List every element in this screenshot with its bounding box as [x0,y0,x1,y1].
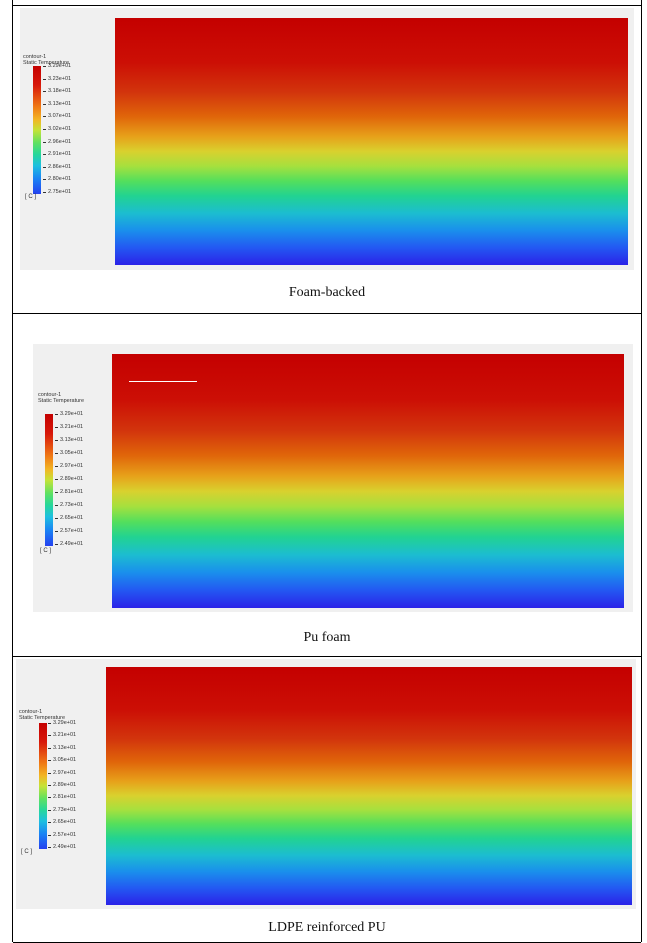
legend-tick: 2.80e+01 [42,176,72,183]
legend-tick: 2.81e+01 [54,489,84,495]
panel-pu-foam: contour-1 Static Temperature 3.29e+01 3.… [13,313,641,657]
legend-tick: 3.23e+01 [42,75,72,82]
legend-tick: 2.73e+01 [54,502,84,508]
legend-tick: 3.29e+01 [47,720,77,726]
contour-figure: contour-1 Static Temperature 3.29e+01 3.… [33,344,633,612]
legend-tick: 2.97e+01 [54,463,84,469]
legend-quantity: Static Temperature [19,715,66,721]
panel-caption: LDPE reinforced PU [268,920,386,935]
legend-tick: 2.57e+01 [54,528,84,534]
legend-tick: 3.05e+01 [47,757,77,764]
temperature-contour-plot [115,18,628,265]
legend-tick: 2.89e+01 [47,782,77,788]
legend-tick: 3.18e+01 [42,88,72,95]
legend-tick: 3.29e+01 [54,411,84,417]
legend-color-bar [33,66,41,194]
legend-tick: 3.07e+01 [42,113,72,120]
legend-tick: 3.21e+01 [47,732,77,739]
legend-color-bar [39,723,47,849]
temperature-contour-plot [106,667,632,905]
legend-tick: 3.05e+01 [54,450,84,456]
legend-tick: 3.29e+01 [42,63,72,69]
legend-tick: 3.13e+01 [54,437,84,443]
legend-tick: 2.97e+01 [47,769,77,776]
legend-unit: [ C ] [21,849,33,855]
legend-title: contour-1 [19,709,43,715]
legend-tick: 2.81e+01 [47,794,77,801]
panel-ldpe-reinforced-pu: contour-1 Static Temperature 3.29e+01 3.… [13,656,641,943]
legend-tick: 2.75e+01 [42,189,72,195]
legend-tick: 3.13e+01 [47,744,77,751]
panel-caption: Foam-backed [288,285,366,300]
legend-title: contour-1 [23,54,47,60]
legend-unit: [ C ] [40,548,52,554]
legend-tick: 2.86e+01 [42,163,72,170]
legend-tick: 2.65e+01 [47,819,77,826]
legend-title: contour-1 [38,392,62,398]
legend-quantity: Static Temperature [38,398,85,404]
legend-tick: 2.57e+01 [47,831,77,838]
legend-tick: 2.49e+01 [54,541,84,547]
legend-tick: 2.91e+01 [42,151,72,158]
legend-tick: 3.21e+01 [54,424,84,430]
temperature-contour-plot [112,354,624,608]
legend-quantity: Static Temperature [23,60,70,66]
legend-tick: 2.89e+01 [54,476,84,482]
legend-tick: 2.65e+01 [54,515,84,521]
legend-tick: 2.96e+01 [42,138,72,145]
legend-tick: 2.49e+01 [47,844,77,850]
legend-color-bar [45,414,53,546]
color-legend: contour-1 Static Temperature 3.29e+01 3.… [23,54,113,214]
white-line-marker [129,381,197,382]
color-legend: contour-1 Static Temperature 3.29e+01 3.… [19,709,109,869]
legend-tick: 3.02e+01 [42,126,72,132]
panel-caption: Pu foam [303,630,351,645]
legend-unit: [ C ] [25,194,37,200]
contour-figure: contour-1 Static Temperature 3.29e+01 3.… [16,659,636,909]
legend-tick: 2.73e+01 [47,806,77,813]
figure-table: contour-1 Static Temperature 3.29e+01 3.… [12,0,642,943]
contour-figure: contour-1 Static Temperature 3.29e+01 3.… [20,8,634,270]
panel-foam-backed: contour-1 Static Temperature 3.29e+01 3.… [13,5,641,311]
legend-tick: 3.13e+01 [42,100,72,107]
color-legend: contour-1 Static Temperature 3.29e+01 3.… [38,392,128,562]
